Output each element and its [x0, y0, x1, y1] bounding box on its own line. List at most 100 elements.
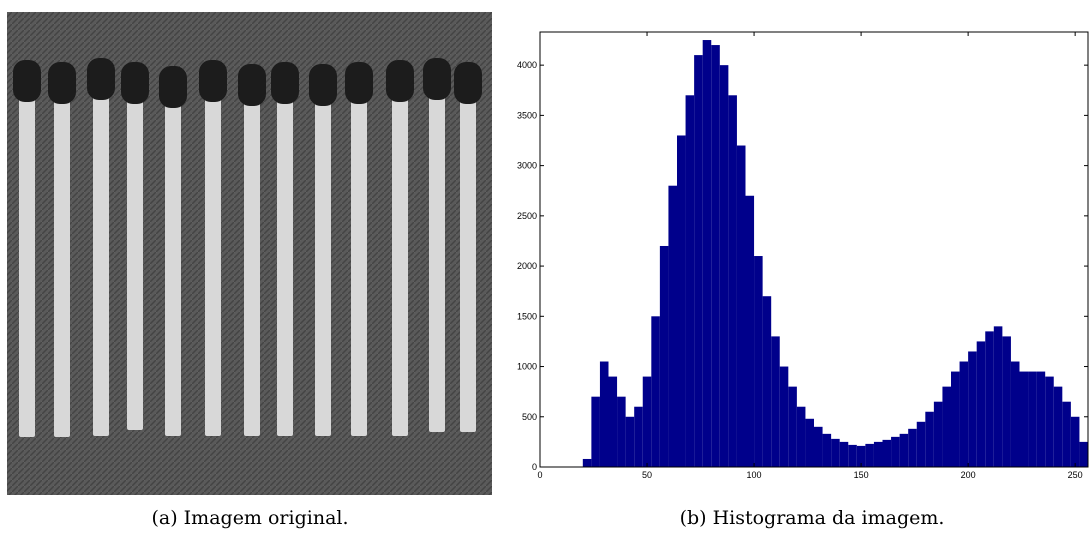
bar — [779, 366, 789, 467]
match-stick — [429, 88, 445, 432]
caption-b: (b) Histograma da imagem. — [680, 507, 945, 529]
y-tick-label: 3000 — [517, 161, 537, 171]
bar — [856, 445, 866, 467]
match-stick — [165, 96, 181, 436]
bar — [865, 443, 874, 467]
match-stick — [351, 92, 367, 436]
bar — [985, 331, 994, 467]
bar — [925, 411, 934, 467]
bar — [1010, 361, 1020, 467]
match-stick — [205, 90, 221, 436]
bar — [814, 426, 823, 467]
match-head — [309, 64, 337, 106]
bar — [762, 296, 772, 467]
x-tick-label: 50 — [642, 470, 652, 480]
bar — [805, 418, 814, 467]
bar — [976, 341, 986, 467]
plot-frame — [539, 31, 1089, 468]
y-tick-label: 500 — [522, 412, 537, 422]
bar — [608, 376, 618, 467]
bar — [694, 55, 703, 468]
bar — [993, 326, 1003, 467]
bar — [702, 40, 712, 467]
bar — [711, 45, 720, 467]
histogram: 0 500 1000 1500 2000 2500 3000 3500 4000 0 50 100 15… — [517, 31, 1089, 480]
bar — [831, 438, 840, 467]
bar — [677, 135, 686, 467]
match-stick — [277, 92, 293, 436]
bar — [951, 371, 960, 467]
match-head — [454, 62, 482, 104]
x-tick-label: 200 — [961, 470, 976, 480]
x-tick-label: 0 — [537, 470, 542, 480]
bar — [1028, 371, 1037, 467]
y-tick-label: 2000 — [517, 261, 537, 271]
match-head — [345, 62, 373, 104]
bar — [642, 376, 652, 467]
x-tick-label: 250 — [1068, 470, 1083, 480]
bar — [728, 95, 737, 468]
bar — [788, 386, 797, 467]
bar — [771, 336, 780, 467]
y-tick-label: 3500 — [517, 110, 537, 120]
bar — [1019, 371, 1029, 467]
bar — [908, 428, 917, 467]
bar — [916, 421, 926, 467]
bar — [685, 95, 695, 468]
bar — [745, 195, 755, 468]
bar — [848, 444, 857, 467]
match-head — [238, 64, 266, 106]
bar — [591, 396, 600, 467]
bar — [968, 351, 977, 467]
bar — [1070, 416, 1080, 467]
match-stick — [392, 90, 408, 436]
x-tick-label: 100 — [747, 470, 762, 480]
bar — [651, 316, 660, 467]
match-head — [271, 62, 299, 104]
bar — [668, 185, 677, 467]
bar — [754, 256, 763, 467]
bar — [822, 433, 832, 467]
caption-a: (a) Imagem original. — [151, 507, 348, 529]
match-stick — [315, 94, 331, 436]
match-head — [423, 58, 451, 100]
bar — [1062, 401, 1071, 467]
match-head — [13, 60, 41, 102]
bar — [959, 361, 969, 467]
bar — [891, 436, 900, 467]
match-stick — [244, 94, 260, 436]
bar — [899, 433, 909, 467]
match-stick — [54, 92, 70, 437]
bar — [1002, 336, 1011, 467]
y-tick-label: 4000 — [517, 60, 537, 70]
bar — [599, 361, 609, 467]
bar — [1053, 386, 1063, 467]
y-tick-label: 1000 — [517, 362, 537, 372]
bar — [634, 406, 643, 467]
bar — [1045, 376, 1054, 467]
photo — [7, 12, 492, 495]
match-stick — [127, 92, 143, 430]
bar — [796, 406, 806, 467]
bar — [719, 65, 729, 467]
bar — [659, 245, 669, 467]
bar — [882, 439, 892, 467]
x-tick-label: 150 — [854, 470, 869, 480]
bar — [617, 396, 626, 467]
bar — [736, 145, 746, 467]
match-head — [87, 58, 115, 100]
bar — [625, 416, 635, 467]
y-tick-label: 0 — [532, 462, 537, 472]
bar — [582, 458, 592, 467]
bar — [1079, 441, 1088, 467]
bar — [942, 386, 951, 467]
bar — [1036, 371, 1046, 467]
match-stick — [93, 88, 109, 436]
match-head — [121, 62, 149, 104]
match-stick — [19, 90, 35, 437]
bar — [933, 401, 943, 467]
match-head — [48, 62, 76, 104]
match-head — [199, 60, 227, 102]
match-stick — [460, 92, 476, 432]
